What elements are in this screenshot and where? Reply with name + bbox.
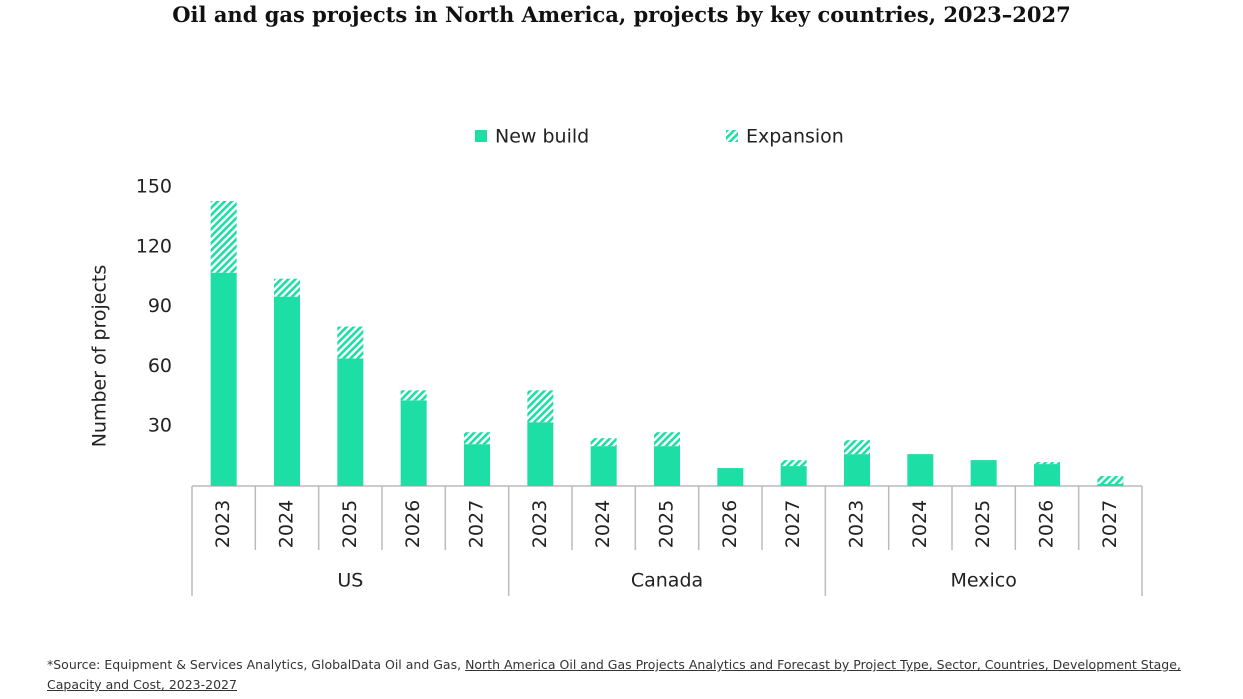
x-tick-label: 2026 — [1036, 500, 1058, 548]
x-tick-label: 2026 — [402, 500, 424, 548]
group-label: Canada — [631, 570, 703, 592]
bar-segment — [400, 390, 427, 401]
x-tick-label: 2023 — [846, 500, 868, 548]
bar-segment — [464, 432, 490, 445]
y-tick-label: 90 — [148, 295, 172, 317]
bar-segment — [464, 444, 490, 486]
x-tick-label: 2024 — [592, 500, 614, 548]
source-text: *Source: Equipment & Services Analytics,… — [47, 657, 466, 672]
x-tick-label: 2024 — [276, 500, 298, 548]
bar-segment — [527, 422, 554, 486]
y-tick-label: 150 — [136, 176, 172, 198]
bar-segment — [210, 200, 237, 273]
x-tick-label: 2027 — [466, 500, 488, 548]
bar-segment — [970, 460, 997, 486]
x-tick-label: 2026 — [719, 500, 741, 548]
bar-segment — [337, 358, 364, 486]
bar-segment — [654, 446, 680, 486]
bar-segment — [337, 326, 364, 359]
source-link[interactable]: North America Oil and Gas Projects Analy… — [47, 657, 1181, 692]
x-tick-label: 2025 — [339, 500, 361, 548]
x-tick-label: 2027 — [1099, 500, 1121, 548]
bar-segment — [590, 438, 617, 447]
chart-title: Oil and gas projects in North America, p… — [172, 2, 1071, 27]
group-label: US — [337, 570, 363, 592]
bar-segment — [1097, 484, 1124, 486]
y-axis-title: Number of projects — [89, 265, 111, 448]
x-tick-label: 2025 — [656, 500, 678, 548]
bar-segment — [400, 400, 427, 486]
bar-segment — [527, 390, 554, 423]
x-tick-label: 2025 — [972, 500, 994, 548]
legend-swatch — [726, 130, 738, 142]
bar-segment — [274, 278, 300, 297]
legend-swatch — [475, 130, 487, 142]
y-tick-label: 120 — [136, 235, 172, 257]
bar-segment — [210, 272, 237, 486]
bar-segment — [1097, 476, 1124, 485]
legend-label: Expansion — [746, 126, 844, 148]
bar-segment — [844, 454, 870, 486]
bar-segment — [1034, 462, 1060, 465]
y-tick-label: 60 — [148, 355, 172, 377]
bar-segment — [717, 468, 744, 486]
x-tick-label: 2023 — [529, 500, 551, 548]
bar-segment — [844, 440, 870, 455]
chart: Number of projects 30 60 90 120 150 2023 2024 2… — [89, 126, 1143, 596]
bar-segment — [654, 432, 680, 447]
group-label: Mexico — [950, 570, 1016, 592]
bar-segment — [274, 296, 300, 486]
x-tick-label: 2027 — [782, 500, 804, 548]
bar-segment — [780, 460, 807, 467]
x-tick-label: 2023 — [212, 500, 234, 548]
source-note: *Source: Equipment & Services Analytics,… — [47, 655, 1197, 695]
bar-segment — [907, 454, 934, 486]
bar-segment — [1034, 464, 1060, 486]
y-tick-label: 30 — [148, 415, 172, 437]
bar-segment — [590, 446, 617, 486]
legend-label: New build — [495, 126, 589, 148]
x-tick-label: 2024 — [909, 500, 931, 548]
bar-segment — [780, 466, 807, 486]
